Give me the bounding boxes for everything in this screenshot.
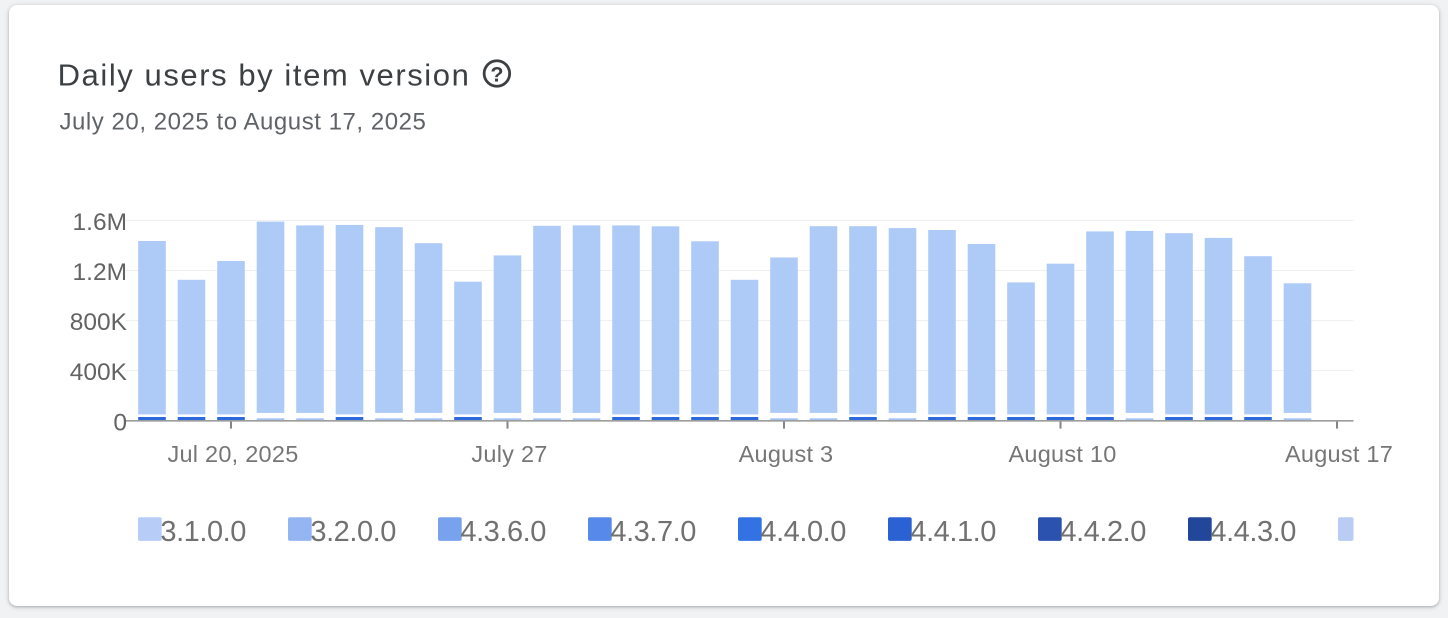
svg-text:4.4.0.0: 4.4.0.0 xyxy=(760,516,846,548)
svg-text:4.4.2.0: 4.4.2.0 xyxy=(1060,516,1146,548)
svg-text:?: ? xyxy=(490,62,503,86)
svg-text:3.1.0.0: 3.1.0.0 xyxy=(160,516,246,548)
svg-text:4.3.6.0: 4.3.6.0 xyxy=(460,516,546,548)
svg-text:400K: 400K xyxy=(70,359,128,386)
svg-text:3.2.0.0: 3.2.0.0 xyxy=(310,516,396,548)
svg-text:August 3: August 3 xyxy=(739,441,834,467)
svg-text:July 20, 2025 to August 17, 20: July 20, 2025 to August 17, 2025 xyxy=(60,109,427,136)
svg-text:August 17: August 17 xyxy=(1285,441,1393,467)
svg-text:800K: 800K xyxy=(70,309,128,336)
svg-text:1.6M: 1.6M xyxy=(73,209,127,236)
svg-text:July 27: July 27 xyxy=(471,441,547,467)
svg-text:4.3.7.0: 4.3.7.0 xyxy=(610,516,696,548)
svg-text:August 10: August 10 xyxy=(1008,441,1116,467)
svg-text:4.4.3.0: 4.4.3.0 xyxy=(1210,516,1296,548)
svg-text:0: 0 xyxy=(113,409,127,436)
svg-text:Daily users by item version: Daily users by item version xyxy=(58,57,471,92)
svg-text:Jul 20, 2025: Jul 20, 2025 xyxy=(167,441,298,467)
svg-text:1.2M: 1.2M xyxy=(73,259,127,286)
svg-text:4.4.1.0: 4.4.1.0 xyxy=(910,516,996,548)
